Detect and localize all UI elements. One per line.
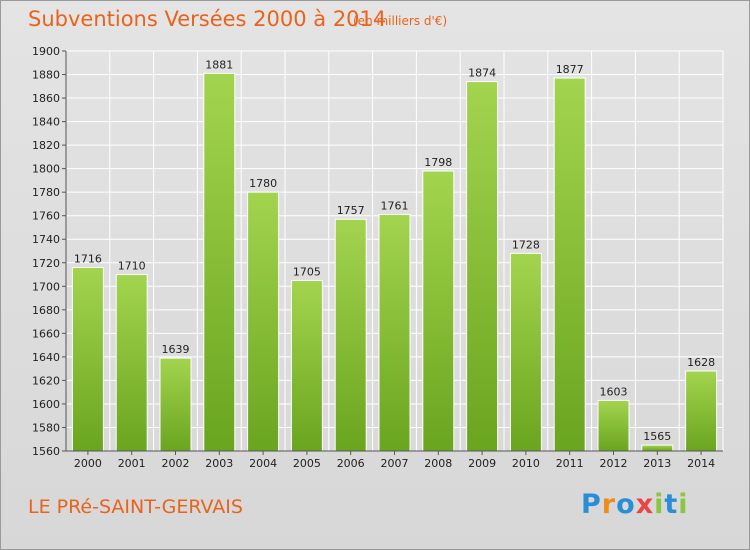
y-tick-label: 1760: [32, 210, 60, 223]
y-tick-label: 1720: [32, 257, 60, 270]
bar: [71, 266, 104, 452]
y-tick-label: 1640: [32, 351, 60, 364]
y-tick-label: 1680: [32, 304, 60, 317]
y-tick-label: 1700: [32, 280, 60, 293]
y-tick-label: 1860: [32, 92, 60, 105]
logo-letter: x: [635, 489, 655, 520]
data-label: 1757: [337, 204, 365, 217]
commune-name: LE PRé-SAINT-GERVAIS: [28, 496, 243, 518]
bar: [247, 191, 280, 452]
data-label: 1728: [512, 238, 540, 251]
data-label: 1710: [118, 260, 146, 273]
chart-title: Subventions Versées 2000 à 2014: [28, 7, 387, 31]
y-tick-label: 1560: [32, 445, 60, 458]
x-tick-label: 2012: [600, 457, 628, 470]
bar: [159, 357, 192, 452]
y-tick-label: 1880: [32, 69, 60, 82]
x-tick-label: 2007: [381, 457, 409, 470]
data-label: 1874: [468, 67, 496, 80]
data-label: 1877: [556, 63, 584, 76]
y-tick-label: 1900: [32, 45, 60, 58]
bar: [290, 279, 323, 452]
bar: [685, 370, 718, 452]
y-tick-label: 1580: [32, 421, 60, 434]
x-tick-label: 2010: [512, 457, 540, 470]
x-tick-label: 2008: [424, 457, 452, 470]
data-label: 1639: [162, 343, 190, 356]
data-label: 1798: [424, 156, 452, 169]
x-tick-label: 2005: [293, 457, 321, 470]
bar: [203, 72, 236, 452]
bar: [553, 77, 586, 452]
data-label: 1628: [687, 356, 715, 369]
bar: [115, 274, 148, 452]
x-tick-label: 2001: [118, 457, 146, 470]
x-tick-label: 2003: [205, 457, 233, 470]
bar: [334, 218, 367, 452]
logo-letter: t: [664, 489, 679, 520]
y-tick-label: 1600: [32, 398, 60, 411]
y-tick-label: 1740: [32, 233, 60, 246]
data-label: 1881: [205, 58, 233, 71]
bar: [509, 252, 542, 452]
y-tick-label: 1840: [32, 116, 60, 129]
bar: [378, 214, 411, 452]
data-label: 1603: [600, 385, 628, 398]
x-tick-label: 2006: [337, 457, 365, 470]
x-tick-label: 2011: [556, 457, 584, 470]
x-tick-label: 2002: [162, 457, 190, 470]
y-tick-label: 1620: [32, 374, 60, 387]
proxiti-logo: Proxiti: [581, 489, 689, 520]
data-label: 1716: [74, 252, 102, 265]
bar: [466, 81, 499, 452]
x-tick-label: 2009: [468, 457, 496, 470]
chart-subtitle: (en milliers d'€): [353, 14, 448, 28]
logo-letter: r: [601, 489, 617, 520]
y-tick-label: 1780: [32, 186, 60, 199]
bar: [641, 444, 674, 452]
x-tick-label: 2004: [249, 457, 277, 470]
y-tick-label: 1820: [32, 139, 60, 152]
bar: [597, 399, 630, 452]
logo-letter: o: [616, 489, 636, 520]
data-label: 1761: [381, 200, 409, 213]
data-label: 1705: [293, 265, 321, 278]
data-label: 1565: [643, 430, 671, 443]
logo-letter: P: [581, 489, 602, 520]
data-label: 1780: [249, 177, 277, 190]
bar: [422, 170, 455, 452]
logo-letter: i: [654, 489, 665, 520]
y-tick-label: 1800: [32, 163, 60, 176]
y-tick-label: 1660: [32, 327, 60, 340]
logo-letter: i: [678, 489, 689, 520]
x-tick-label: 2013: [643, 457, 671, 470]
x-tick-label: 2000: [74, 457, 102, 470]
x-tick-label: 2014: [687, 457, 715, 470]
